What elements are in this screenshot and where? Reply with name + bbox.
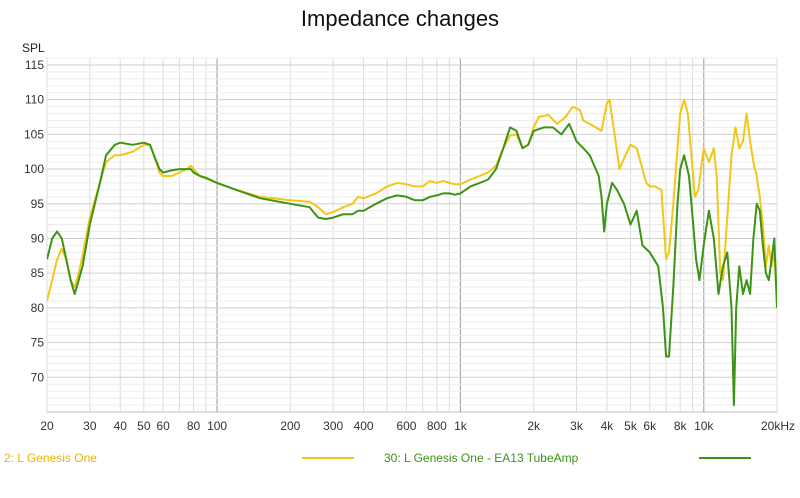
- x-tick-label: 8k: [674, 419, 688, 433]
- x-tick-label: 6k: [643, 419, 657, 433]
- x-tick-labels: 20 30 40 50 60 80 100 200 300 400 600 800 1k 2k 3k 4k 5k…: [40, 419, 795, 433]
- series-line-1: [47, 98, 777, 302]
- x-tick-label: 60: [156, 419, 170, 433]
- x-tick-label: 1k: [454, 419, 468, 433]
- x-tick-label: 10k: [694, 419, 714, 433]
- y-tick-label: 80: [31, 301, 45, 315]
- y-axis-label: SPL: [22, 41, 45, 55]
- y-tick-label: 85: [31, 266, 45, 280]
- y-tick-label: 70: [31, 370, 45, 384]
- x-tick-label: 3k: [570, 419, 584, 433]
- x-tick-label: 800: [427, 419, 447, 433]
- major-gridlines: [47, 64, 777, 378]
- chart-title: Impedance changes: [300, 6, 500, 31]
- legend-label-series-1: 2: L Genesis One: [4, 451, 97, 465]
- legend-label-series-2: 30: L Genesis One - EA13 TubeAmp: [384, 451, 579, 465]
- x-tick-label: 4k: [601, 419, 615, 433]
- x-tick-label: 100: [207, 419, 227, 433]
- x-tick-label: 30: [83, 419, 97, 433]
- series-line-2: [47, 122, 777, 407]
- x-tick-label: 400: [354, 419, 374, 433]
- x-tick-label: 200: [280, 419, 300, 433]
- y-tick-label: 95: [31, 197, 45, 211]
- x-tick-label: 5k: [624, 419, 638, 433]
- y-tick-label: 75: [31, 336, 45, 350]
- y-tick-label: 90: [31, 231, 45, 245]
- x-tick-label: 50: [137, 419, 151, 433]
- legend-item-series-1: 2: L Genesis One: [4, 451, 97, 465]
- legend-item-series-2: 30: L Genesis One - EA13 TubeAmp: [384, 451, 578, 465]
- x-tick-label: 20kHz: [761, 419, 795, 433]
- y-tick-label: 105: [24, 127, 44, 141]
- y-tick-label: 100: [24, 162, 44, 176]
- minor-gridlines: [46, 57, 778, 412]
- legend-swatch-series-2: [699, 457, 751, 459]
- y-tick-labels: 70 75 80 85 90 95 100 105 110 115: [24, 58, 44, 384]
- x-tick-label: 300: [323, 419, 343, 433]
- x-tick-label: 40: [114, 419, 128, 433]
- legend-swatch-series-1: [302, 457, 354, 459]
- y-tick-label: 115: [25, 58, 44, 72]
- plot-area: [46, 57, 778, 413]
- x-tick-label: 2k: [527, 419, 541, 433]
- x-tick-label: 80: [187, 419, 201, 433]
- y-tick-label: 110: [25, 93, 44, 107]
- x-tick-label: 600: [396, 419, 416, 433]
- series-lines: [47, 98, 777, 407]
- x-tick-label: 20: [40, 419, 54, 433]
